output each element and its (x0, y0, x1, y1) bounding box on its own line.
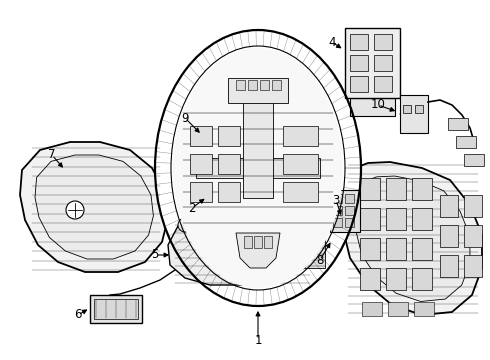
Polygon shape (355, 176, 470, 302)
Bar (412, 268, 432, 290)
Bar (350, 98, 395, 116)
Text: 5: 5 (151, 248, 159, 261)
Text: 4: 4 (328, 36, 336, 49)
Bar (333, 194, 342, 203)
Bar (243, 98, 273, 198)
Bar (362, 302, 382, 316)
Bar (283, 154, 318, 174)
Bar (333, 206, 342, 215)
Bar (196, 158, 320, 178)
Bar (228, 78, 288, 103)
Bar (305, 240, 325, 268)
Bar (272, 80, 281, 90)
Bar (464, 154, 484, 166)
Bar (386, 268, 406, 290)
Bar (412, 238, 432, 260)
Bar (360, 178, 380, 200)
Bar (400, 95, 428, 133)
Bar (345, 28, 400, 98)
Bar (218, 182, 240, 202)
Bar (350, 34, 368, 50)
Bar (360, 238, 380, 260)
Bar (345, 206, 354, 215)
Polygon shape (168, 224, 312, 285)
Bar (190, 182, 212, 202)
Ellipse shape (155, 30, 361, 306)
Text: 1: 1 (254, 333, 262, 346)
Bar (386, 178, 406, 200)
Bar (360, 208, 380, 230)
Bar (440, 225, 458, 247)
Bar (374, 55, 392, 71)
Bar (350, 76, 368, 92)
Bar (440, 195, 458, 217)
Ellipse shape (205, 174, 247, 186)
Ellipse shape (178, 218, 192, 232)
Bar (386, 208, 406, 230)
Bar (448, 118, 468, 130)
Bar (218, 154, 240, 174)
Bar (350, 55, 368, 71)
Polygon shape (236, 233, 280, 268)
Text: 2: 2 (188, 202, 196, 215)
Polygon shape (35, 155, 153, 259)
Bar (403, 105, 411, 113)
Bar (260, 80, 269, 90)
Bar (360, 268, 380, 290)
Ellipse shape (66, 201, 84, 219)
Bar (283, 126, 318, 146)
Text: 8: 8 (317, 253, 324, 266)
Bar (190, 154, 212, 174)
Bar (218, 126, 240, 146)
Bar (190, 126, 212, 146)
Bar (345, 194, 354, 203)
Bar (94, 299, 138, 319)
Bar (90, 295, 142, 323)
Bar (412, 208, 432, 230)
Bar (345, 218, 354, 227)
Bar (388, 302, 408, 316)
Bar (283, 182, 318, 202)
Bar (333, 218, 342, 227)
Bar (254, 236, 262, 248)
Bar (374, 76, 392, 92)
Bar (244, 236, 252, 248)
Bar (456, 136, 476, 148)
Bar (414, 302, 434, 316)
Text: 3: 3 (332, 194, 340, 207)
Polygon shape (20, 142, 168, 272)
Bar (464, 255, 482, 277)
Bar (464, 225, 482, 247)
Bar (464, 195, 482, 217)
Text: 10: 10 (370, 99, 386, 112)
Ellipse shape (205, 142, 247, 154)
Polygon shape (342, 162, 482, 315)
Bar (205, 148, 247, 180)
Text: 7: 7 (48, 148, 56, 162)
Bar (264, 236, 272, 248)
Bar (412, 178, 432, 200)
Text: 9: 9 (181, 112, 189, 125)
Bar (248, 80, 257, 90)
Bar (440, 255, 458, 277)
Bar (386, 238, 406, 260)
Bar (415, 105, 423, 113)
Bar (330, 190, 360, 232)
Ellipse shape (204, 186, 220, 200)
Bar (236, 80, 245, 90)
Text: 6: 6 (74, 309, 82, 321)
Ellipse shape (173, 48, 343, 288)
Bar (374, 34, 392, 50)
